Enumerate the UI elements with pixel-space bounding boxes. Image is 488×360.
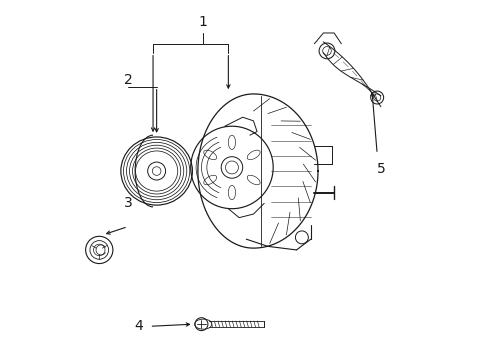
Text: 2: 2 xyxy=(123,73,132,87)
Text: 5: 5 xyxy=(376,162,385,176)
Text: 3: 3 xyxy=(123,196,132,210)
Text: 4: 4 xyxy=(134,319,143,333)
Text: 1: 1 xyxy=(199,15,207,29)
